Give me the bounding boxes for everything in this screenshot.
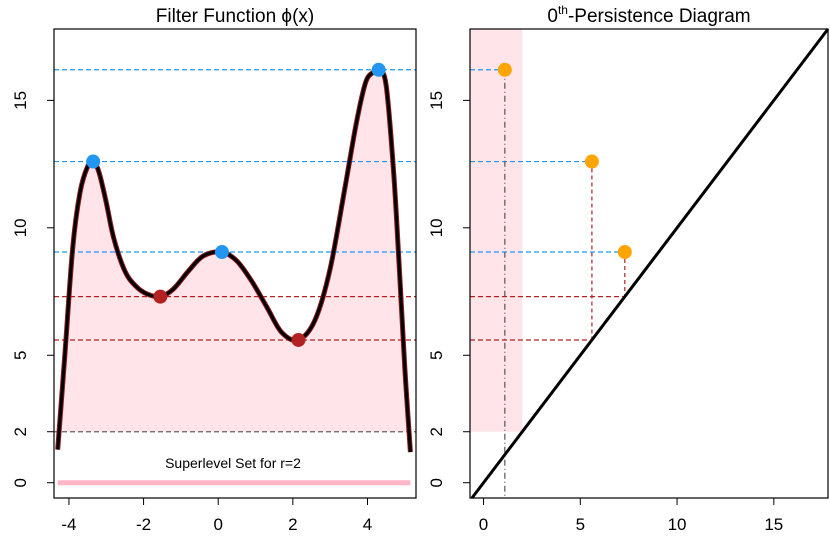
x-tick-label: -2	[136, 515, 151, 534]
plot-frame-left	[53, 28, 417, 499]
chart-title-left: Filter Function ϕ(x)	[156, 6, 314, 27]
local-minimum-point	[153, 289, 168, 304]
y-tick-label: 15	[11, 91, 30, 110]
panel-filter-function: Filter Function ϕ(x) Superlevel Set for …	[11, 6, 417, 534]
x-tick-label: 0	[213, 515, 222, 534]
chart-title-right: 0th-Persistence Diagram	[547, 3, 750, 27]
critical-points	[86, 62, 386, 347]
x-tick-label: 15	[764, 515, 783, 534]
band-rect	[470, 29, 523, 432]
y-tick-label: 0	[427, 478, 446, 487]
y-tick-label: 5	[11, 351, 30, 360]
local-maximum-point	[214, 245, 229, 260]
persistence-points	[497, 62, 632, 260]
local-maximum-point	[86, 154, 101, 169]
superlevel-fill	[57, 69, 411, 432]
superlevel-set: Superlevel Set for r=2	[57, 455, 411, 486]
y-tick-label: 2	[427, 427, 446, 436]
panel-persistence-diagram: 0th-Persistence Diagram 0 5 10 15 0 2 5 10 15	[427, 3, 830, 534]
local-minimum-point	[291, 332, 306, 347]
y-tick-label: 10	[427, 218, 446, 237]
x-tick-label: 2	[288, 515, 297, 534]
x-tick-label: 5	[576, 515, 585, 534]
local-maximum-point	[371, 62, 386, 77]
persistence-point	[617, 245, 632, 260]
y-tick-label: 15	[427, 91, 446, 110]
superlevel-area	[57, 69, 411, 432]
y-tick-label: 2	[11, 427, 30, 436]
persistence-guides	[470, 69, 626, 498]
y-tick-label: 0	[11, 478, 30, 487]
x-tick-label: 0	[479, 515, 488, 534]
persistence-point	[584, 154, 599, 169]
y-tick-label: 10	[11, 218, 30, 237]
persistence-point	[497, 62, 512, 77]
x-tick-label: -4	[61, 515, 76, 534]
superlevel-label: Superlevel Set for r=2	[165, 455, 301, 471]
x-tick-label: 10	[668, 515, 687, 534]
plot-frame-right	[469, 28, 829, 499]
diagonal-line	[470, 28, 830, 499]
axes-right: 0 5 10 15 0 2 5 10 15	[427, 91, 783, 534]
x-tick-label: 4	[363, 515, 372, 534]
persistence-band	[470, 29, 523, 432]
axes-left: -4 -2 0 2 4 0 2 5 10 15	[11, 91, 372, 534]
level-guides	[54, 69, 416, 433]
y-tick-label: 5	[427, 351, 446, 360]
diagonal	[470, 28, 830, 499]
